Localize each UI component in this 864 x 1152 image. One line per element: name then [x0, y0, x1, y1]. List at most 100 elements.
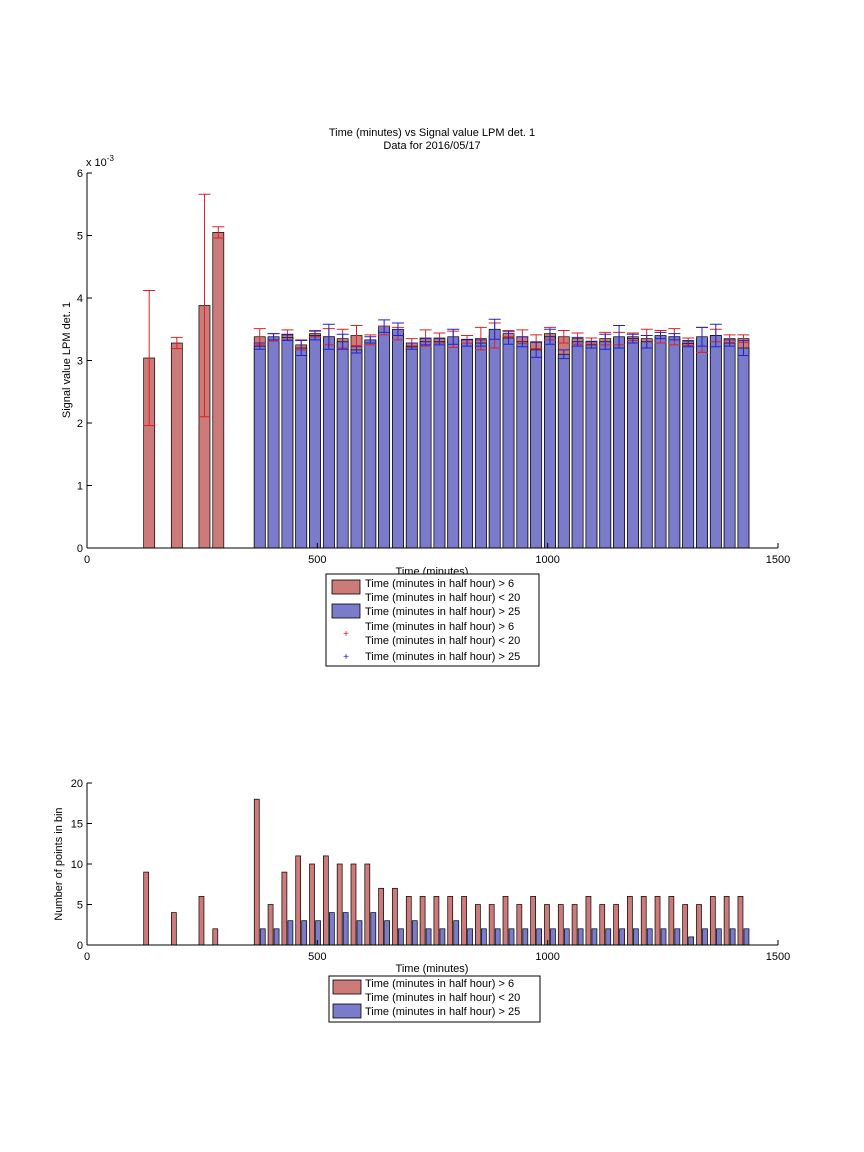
red-bar — [668, 896, 675, 946]
signal-error-bars — [143, 193, 750, 426]
blue-error-bar — [378, 319, 391, 333]
x-tick-label: 500 — [308, 951, 326, 963]
red-bar — [309, 863, 315, 946]
signal-chart-subtitle: Data for 2016/05/17 — [383, 140, 480, 152]
blue-error-bar — [654, 331, 667, 340]
count-legend-red-line2: Time (minutes in half hour) < 20 — [365, 992, 520, 1004]
blue-bar — [439, 928, 446, 946]
y-tick-label: 4 — [77, 293, 83, 305]
blue-bar — [488, 328, 501, 549]
blue-bar — [315, 920, 321, 946]
blue-bar — [619, 928, 625, 946]
blue-error-bar — [723, 339, 736, 347]
red-bar — [640, 896, 647, 946]
y-tick-label: 2 — [77, 418, 83, 430]
y-tick-label: 5 — [77, 900, 83, 912]
blue-error-bar — [295, 340, 308, 356]
blue-error-bar — [391, 322, 404, 336]
blue-error-bar — [543, 328, 556, 345]
signal-ticks: 0 500 1000 1500 0 1 2 3 4 5 6 — [77, 168, 790, 566]
red-bar — [212, 232, 225, 549]
blue-error-bar — [488, 318, 501, 340]
blue-bar — [384, 920, 390, 946]
blue-bar — [453, 920, 460, 946]
count-legend-red-swatch — [332, 979, 362, 995]
blue-bar — [433, 341, 446, 549]
red-bar — [544, 904, 550, 946]
count-legend: Time (minutes in half hour) > 6 Time (mi… — [328, 975, 541, 1023]
red-bar — [557, 904, 564, 946]
blue-bar — [356, 920, 363, 946]
red-bar — [475, 904, 481, 946]
red-bar — [599, 904, 606, 946]
blue-bar — [668, 336, 681, 549]
red-bar — [323, 855, 329, 946]
y-tick-label: 0 — [77, 940, 83, 952]
x-tick-label: 1500 — [766, 554, 790, 566]
blue-bar — [522, 928, 529, 946]
y-tick-label: 20 — [71, 778, 83, 790]
blue-bar — [729, 928, 736, 946]
count-legend-box — [328, 975, 541, 1023]
red-bar — [350, 863, 357, 946]
count-chart: 0 500 1000 1500 0 5 10 15 20 Time (minutes) Numb… — [53, 778, 790, 1023]
signal-legend: Time (minutes in half hour) > 6 Time (mi… — [325, 573, 540, 667]
blue-error-bar — [253, 342, 266, 350]
red-bar — [281, 871, 288, 946]
blue-bar — [322, 336, 335, 549]
legend-err-red-line1: Time (minutes in half hour) > 6 — [365, 621, 514, 633]
blue-error-bar — [557, 349, 570, 360]
blue-bar — [682, 343, 695, 549]
legend-red-line2: Time (minutes in half hour) < 20 — [365, 592, 520, 604]
red-bar — [392, 887, 398, 946]
blue-bar — [398, 928, 404, 946]
red-bar — [530, 896, 537, 946]
signal-legend-box — [325, 573, 540, 667]
blue-error-bar — [364, 336, 377, 344]
blue-error-bar — [419, 338, 432, 346]
x-tick-label: 1000 — [535, 554, 559, 566]
blue-bar — [536, 928, 543, 946]
legend-err-red-line2: Time (minutes in half hour) < 20 — [365, 635, 520, 647]
red-bar — [198, 896, 205, 946]
blue-bar — [563, 928, 570, 946]
blue-bar — [660, 928, 667, 946]
blue-bar — [709, 335, 722, 549]
blue-bar — [364, 339, 377, 549]
red-bar — [737, 896, 744, 946]
y-tick-label: 5 — [77, 231, 83, 243]
red-bar — [405, 896, 412, 946]
blue-error-bar — [461, 339, 474, 347]
blue-error-bar — [447, 328, 460, 345]
blue-bar — [461, 342, 473, 549]
y-tick-label: 15 — [71, 819, 83, 831]
blue-bar — [287, 920, 294, 946]
blue-bar — [627, 338, 639, 549]
blue-bar — [516, 341, 529, 549]
blue-bar — [591, 928, 598, 946]
blue-bar — [329, 912, 335, 946]
blue-bar — [253, 345, 266, 549]
blue-bar — [259, 928, 266, 946]
red-bar — [170, 342, 183, 549]
legend-red-plus-icon: + — [343, 629, 349, 640]
blue-bar — [342, 912, 349, 946]
blue-error-bar — [695, 326, 708, 347]
blue-error-bar — [516, 336, 529, 348]
blue-bar — [295, 347, 308, 549]
blue-error-bar — [322, 323, 335, 350]
red-bar — [613, 904, 619, 946]
blue-error-bar — [571, 336, 584, 347]
blue-bar — [688, 936, 695, 946]
legend-err-blue-label: Time (minutes in half hour) > 25 — [365, 651, 520, 663]
signal-chart-title: Time (minutes) vs Signal value LPM det. … — [329, 127, 535, 139]
blue-error-bar — [709, 323, 722, 348]
blue-bar — [309, 335, 321, 549]
signal-bars — [143, 232, 750, 549]
blue-bar — [544, 336, 556, 549]
red-bar — [488, 904, 495, 946]
red-bar — [336, 863, 343, 946]
red-error-bar — [212, 226, 225, 239]
blue-error-bar — [433, 338, 446, 346]
